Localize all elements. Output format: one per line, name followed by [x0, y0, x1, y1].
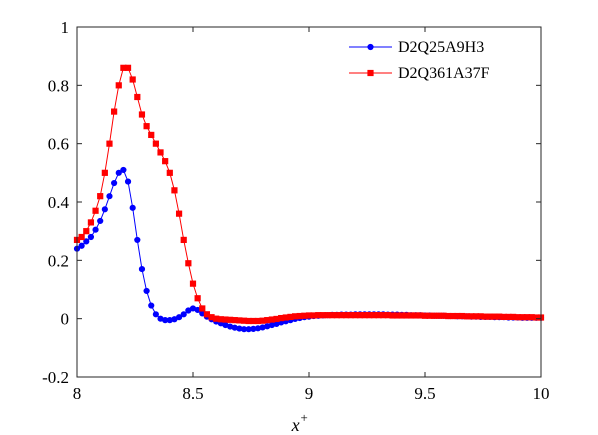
x-tick-label: 9 — [305, 384, 314, 403]
data-point — [162, 158, 169, 165]
data-point — [92, 207, 99, 214]
x-axis-label: x+ — [291, 410, 309, 435]
data-point — [92, 226, 99, 233]
data-point — [111, 108, 118, 115]
y-tick-label: -0.2 — [42, 368, 69, 387]
data-point — [101, 206, 108, 213]
ticks-layer: 8 8.5 9 9.5 10 -0.2 0 0.2 0.4 0.6 0.8 1 — [42, 18, 549, 403]
data-point — [87, 219, 95, 226]
data-point — [124, 64, 132, 71]
x-tick-label: 10 — [533, 384, 550, 403]
series-2 — [73, 64, 545, 325]
legend-marker-series-1 — [367, 43, 374, 51]
y-tick-label: 0.8 — [48, 76, 69, 95]
data-point — [180, 311, 187, 318]
data-point — [199, 305, 206, 312]
data-point — [175, 314, 183, 321]
legend: D2Q25A9H3 D2Q361A37F — [335, 36, 531, 86]
data-point — [97, 217, 104, 225]
legend-label-series-2: D2Q361A37F — [398, 65, 490, 82]
y-tick-label: 0.6 — [48, 135, 69, 154]
data-point — [111, 179, 118, 187]
data-point — [185, 260, 192, 267]
data-point — [83, 238, 90, 245]
legend-marker — [367, 69, 374, 77]
data-point — [143, 287, 150, 295]
data-point — [78, 233, 85, 241]
data-point — [152, 311, 159, 318]
y-tick-label: 0 — [61, 310, 70, 329]
data-point — [152, 140, 159, 147]
data-point — [115, 82, 122, 89]
series-1 — [73, 166, 545, 333]
series-layer — [73, 64, 545, 333]
data-point — [180, 236, 187, 244]
data-point — [78, 242, 85, 249]
data-point — [120, 166, 127, 174]
data-point — [97, 193, 104, 200]
data-point — [134, 236, 141, 244]
data-point — [106, 140, 113, 147]
legend-marker — [367, 43, 374, 51]
data-point — [194, 295, 201, 302]
x-axis-label-main: x — [291, 415, 300, 435]
data-point — [129, 76, 136, 83]
legend-label-series-1: D2Q25A9H3 — [398, 39, 484, 56]
data-point — [171, 187, 178, 194]
series-line — [76, 169, 541, 330]
data-point — [138, 111, 146, 118]
data-point — [157, 149, 164, 156]
data-point — [129, 204, 136, 211]
x-tick-label: 9.5 — [414, 384, 435, 403]
data-point — [143, 123, 150, 130]
data-point — [124, 178, 132, 185]
data-point — [115, 169, 122, 176]
legend-box — [335, 36, 531, 86]
data-point — [101, 169, 108, 176]
series-line — [76, 67, 541, 322]
x-axis-label-superscript: + — [300, 410, 309, 425]
legend-marker-series-2 — [367, 69, 374, 77]
data-point — [148, 131, 155, 139]
data-point — [175, 210, 183, 217]
data-point — [138, 265, 146, 273]
data-point — [189, 280, 197, 287]
y-tick-label: 0.2 — [48, 251, 69, 270]
data-point — [166, 169, 173, 176]
x-tick-label: 8 — [73, 384, 82, 403]
x-tick-label: 8.5 — [182, 384, 203, 403]
y-tick-label: 0.4 — [48, 193, 70, 212]
data-point — [106, 193, 113, 200]
data-point — [83, 228, 90, 235]
data-point — [134, 93, 141, 101]
data-point — [148, 302, 155, 309]
y-tick-label: 1 — [61, 18, 70, 37]
data-point — [87, 233, 95, 241]
